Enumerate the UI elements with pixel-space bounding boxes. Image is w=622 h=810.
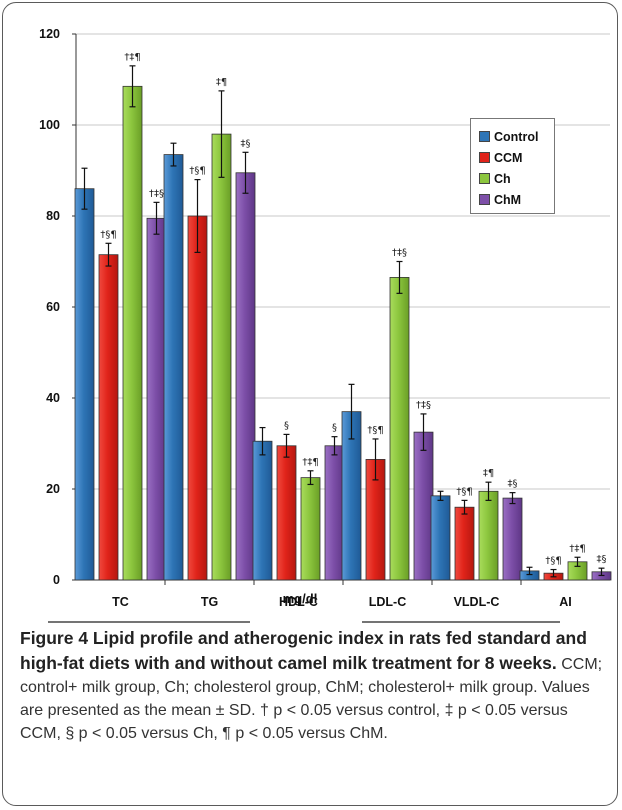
bar-tc-chm — [146, 217, 167, 581]
legend-swatch — [479, 194, 490, 205]
error-bar — [485, 481, 492, 501]
significance-label: †‡¶ — [124, 52, 140, 63]
bars: †§¶ †‡¶ †‡§ †§¶ ‡¶ ‡§ § †‡¶ § †§¶ †‡§ †‡§ †§¶ ‡¶ ‡§ †§¶… — [74, 52, 612, 581]
bar-hdl-c-ch — [300, 477, 321, 581]
significance-label: ‡§ — [508, 479, 518, 490]
error-bar — [348, 383, 355, 440]
error-bar — [81, 167, 88, 210]
error-bar — [129, 65, 136, 108]
legend-swatch — [479, 131, 490, 142]
significance-label: ‡§ — [241, 138, 251, 149]
legend-label: Ch — [494, 171, 511, 186]
error-bar — [396, 260, 403, 294]
y-tick-label: 80 — [46, 209, 60, 223]
significance-label: †§¶ — [100, 229, 116, 240]
error-bar — [170, 142, 177, 167]
significance-label: †‡¶ — [302, 457, 318, 468]
caption-title: Figure 4 Lipid profile and atherogenic i… — [20, 628, 587, 673]
error-bar — [218, 90, 225, 178]
error-bar — [372, 438, 379, 481]
x-category-label: TC — [112, 595, 129, 609]
significance-label: § — [332, 423, 337, 434]
bar-vldl-c-control — [430, 495, 451, 581]
x-category-label: HDL-C — [279, 595, 318, 609]
error-bar — [105, 242, 112, 267]
bar-tc-control — [74, 188, 95, 581]
y-tick-label: 0 — [53, 573, 60, 587]
x-category-label: LDL-C — [369, 595, 407, 609]
bar-vldl-c-ch — [478, 490, 499, 581]
bar-tg-ccm — [187, 215, 208, 581]
bar-tc-ccm — [98, 254, 119, 581]
significance-label: †‡§ — [416, 400, 431, 411]
significance-label: †§¶ — [189, 166, 205, 177]
error-bar — [420, 413, 427, 451]
bar-ldl-c-chm — [413, 431, 434, 581]
legend-swatch — [479, 173, 490, 184]
y-tick-label: 20 — [46, 482, 60, 496]
x-category-label: VLDL-C — [454, 595, 500, 609]
legend-item: ChM — [479, 189, 554, 210]
significance-label: ‡¶ — [483, 468, 494, 479]
bar-tg-chm — [235, 172, 256, 581]
chart-legend: Control CCM Ch ChM — [470, 118, 555, 214]
significance-label: †§¶ — [456, 486, 472, 497]
legend-label: ChM — [494, 192, 522, 207]
significance-label: †‡§ — [392, 248, 407, 259]
error-bar — [242, 151, 249, 194]
bar-tc-ch — [122, 85, 143, 581]
bar-chart: †§¶ †‡¶ †‡§ †§¶ ‡¶ ‡§ § †‡¶ § †§¶ †‡§ †‡§ †§¶ ‡¶ ‡§ †§¶… — [39, 27, 612, 623]
error-bar — [259, 426, 266, 456]
significance-label: †§¶ — [367, 425, 383, 436]
significance-label: ‡¶ — [216, 77, 227, 88]
figure-caption: Figure 4 Lipid profile and atherogenic i… — [20, 626, 605, 745]
y-tick-label: 40 — [46, 391, 60, 405]
error-bar — [461, 499, 468, 515]
error-bar — [331, 436, 338, 456]
error-bar — [283, 433, 290, 458]
bar-vldl-c-ccm — [454, 506, 475, 581]
y-tick-label: 60 — [46, 300, 60, 314]
error-bar — [194, 179, 201, 253]
legend-item: CCM — [479, 147, 554, 168]
bar-vldl-c-chm — [502, 497, 523, 581]
significance-label: § — [284, 420, 289, 431]
significance-label: †‡¶ — [569, 543, 585, 554]
legend-label: Control — [494, 129, 539, 144]
significance-label: †§¶ — [545, 556, 561, 567]
error-bar — [574, 556, 581, 567]
axis-labels: 0 20 40 60 80 100 120 TC TG HDL-C LDL-C VLDL-C AI — [39, 27, 572, 609]
significance-label: ‡§ — [597, 554, 607, 565]
x-category-label: TG — [201, 595, 218, 609]
legend-swatch — [479, 152, 490, 163]
error-bar — [598, 567, 605, 577]
error-bar — [307, 470, 314, 486]
y-tick-label: 120 — [39, 27, 60, 41]
x-axis-label: mg/dl — [283, 591, 318, 606]
legend-item: Ch — [479, 168, 554, 189]
y-tick-label: 100 — [39, 118, 60, 132]
bar-hdl-c-ccm — [276, 445, 297, 581]
bar-tg-control — [163, 154, 184, 581]
bar-hdl-c-control — [252, 440, 273, 581]
x-category-label: AI — [559, 595, 572, 609]
legend-item: Control — [479, 126, 554, 147]
error-bar — [509, 492, 516, 505]
bar-ldl-c-ch — [389, 277, 410, 581]
significance-label: †‡§ — [149, 188, 164, 199]
bar-tg-ch — [211, 133, 232, 581]
legend-label: CCM — [494, 150, 523, 165]
caption-text: CCM; control+ milk group, Ch; cholestero… — [20, 656, 603, 742]
bar-hdl-c-chm — [324, 445, 345, 581]
error-bar — [550, 568, 557, 578]
error-bar — [526, 566, 533, 576]
error-bar — [153, 201, 160, 235]
error-bar — [437, 490, 444, 501]
